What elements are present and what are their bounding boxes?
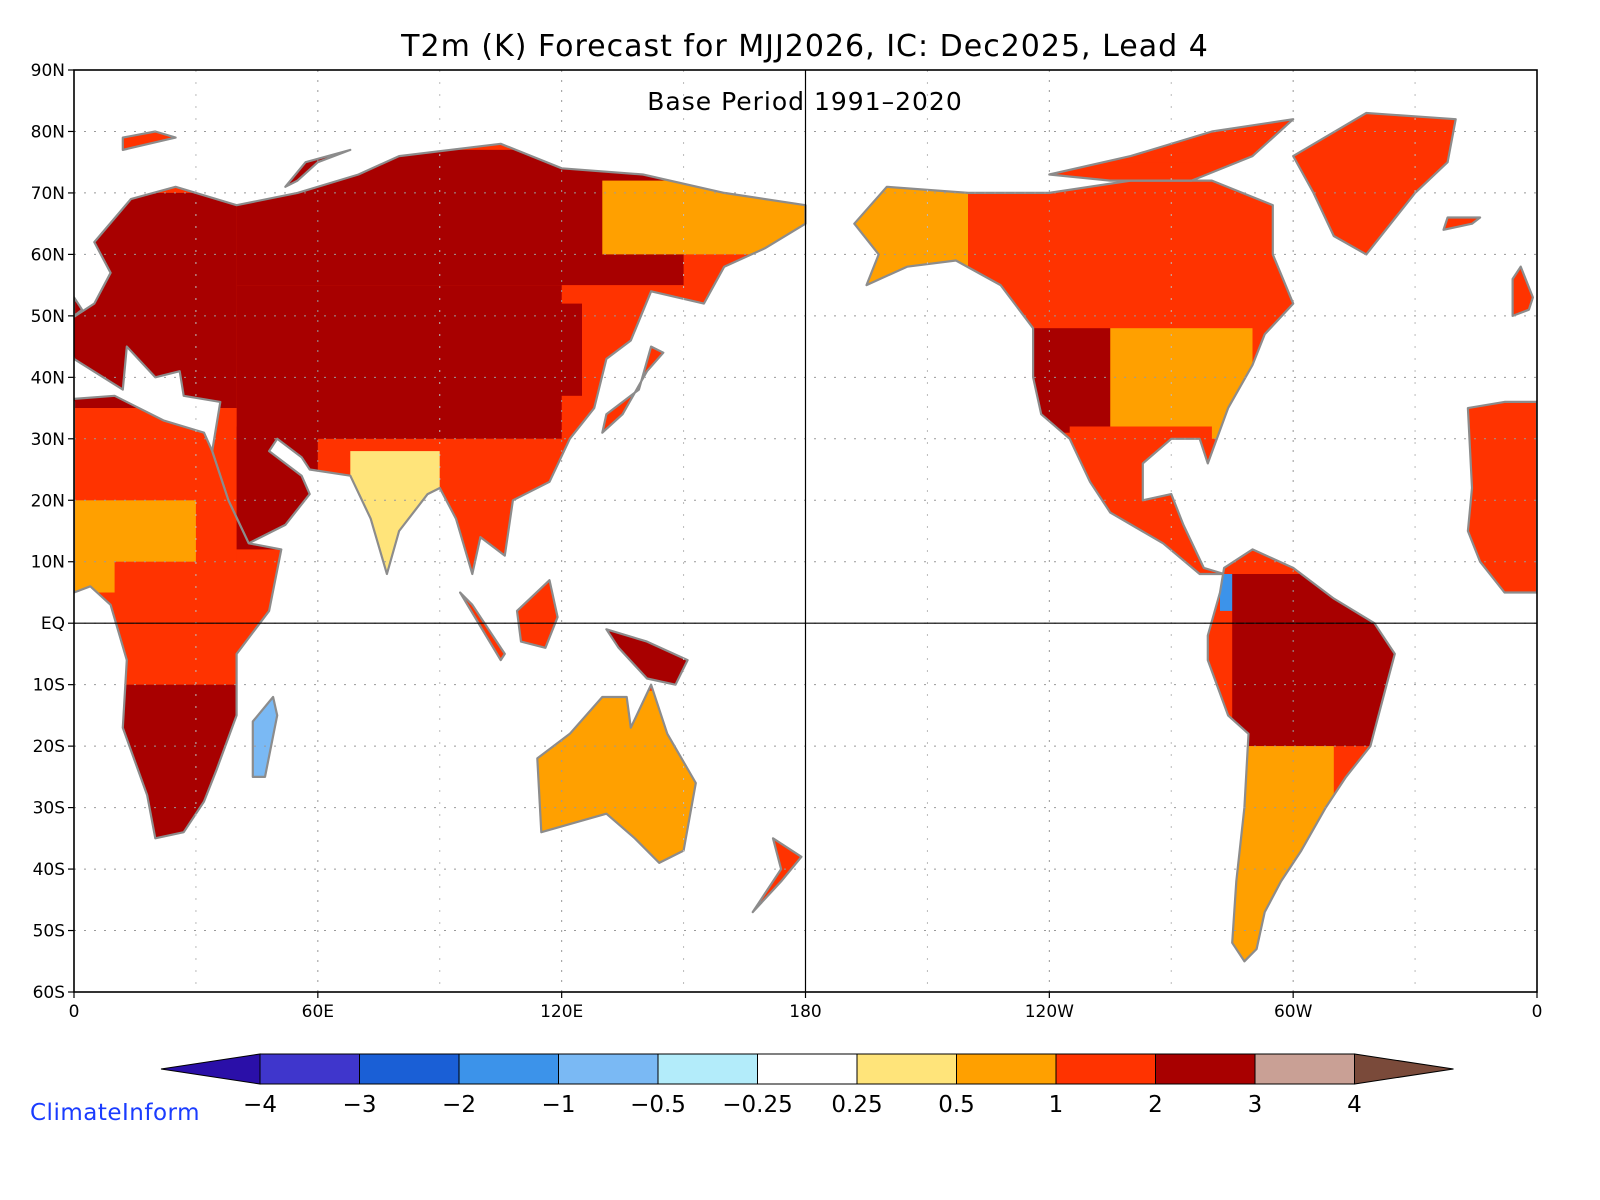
- colorbar-swatch: [856, 1053, 957, 1085]
- coastline: [1206, 548, 1396, 963]
- landmass-uk: [1512, 266, 1533, 316]
- coastline: [601, 345, 665, 434]
- coastline: [1511, 265, 1534, 317]
- lat-tick-label: 40N: [31, 368, 65, 388]
- anomaly-region: [419, 303, 582, 396]
- lon-tick-label: 60E: [302, 1002, 334, 1022]
- lat-tick-label: 90N: [31, 61, 65, 81]
- colorbar-label: −0.25: [722, 1092, 792, 1118]
- latitude-axis: 90N 80N 70N 60N 50N 40N 30N 20N 10N EQ 10S 20S 30S 40…: [31, 61, 74, 1003]
- colorbar: −4 −3 −2 −1 −0.5 −0.25 0.25 0.5 1 2 3 4: [160, 1053, 1454, 1118]
- lon-tick-label: 0: [69, 1002, 80, 1022]
- colorbar-label: 1: [1049, 1092, 1064, 1118]
- coastline: [74, 296, 84, 317]
- colorbar-label: 2: [1148, 1092, 1163, 1118]
- coastline: [751, 837, 803, 914]
- lat-tick-label: EQ: [41, 614, 65, 634]
- lat-tick-label: 60N: [31, 245, 65, 265]
- colorbar-swatch: [1254, 1053, 1355, 1085]
- lat-tick-label: 10N: [31, 553, 65, 573]
- lat-tick-label: 30S: [33, 799, 65, 819]
- colorbar-max-arrow: [1354, 1053, 1454, 1085]
- colorbar-swatch: [1155, 1053, 1256, 1085]
- lon-tick-label: 120W: [1025, 1002, 1074, 1022]
- colorbar-swatch: [259, 1053, 360, 1085]
- landmass-japan: [602, 346, 664, 433]
- colorbar-label: 0.5: [938, 1092, 975, 1118]
- lon-tick-label: 0: [1532, 1002, 1543, 1022]
- colorbar-label: −2: [442, 1092, 476, 1118]
- colorbar-swatch: [657, 1053, 758, 1085]
- coastline: [74, 394, 283, 840]
- lat-tick-label: 30N: [31, 430, 65, 450]
- coastline: [459, 591, 506, 662]
- lat-tick-label: 70N: [31, 184, 65, 204]
- figure-title: T2m (K) Forecast for MJJ2026, IC: Dec202…: [400, 29, 1209, 64]
- colorbar-swatch: [558, 1053, 659, 1085]
- colorbar-min-arrow: [160, 1053, 261, 1085]
- lat-tick-label: 80N: [31, 122, 65, 142]
- lon-tick-label: 180: [789, 1002, 821, 1022]
- lon-tick-label: 120E: [540, 1002, 583, 1022]
- landmass-borneo: [517, 580, 558, 648]
- colorbar-label: 0.25: [831, 1092, 882, 1118]
- lat-tick-label: 20S: [33, 737, 65, 757]
- lat-tick-label: 60S: [33, 983, 65, 1003]
- coastline: [515, 579, 559, 649]
- map-plot-area: Base Period 1991–2020: [73, 69, 1538, 993]
- colorbar-label: −1: [542, 1092, 576, 1118]
- anomaly-patches-uk-east: [74, 297, 83, 316]
- coastline: [284, 148, 352, 188]
- lat-tick-label: 20N: [31, 491, 65, 511]
- lon-tick-label: 60W: [1274, 1002, 1313, 1022]
- coastline: [1466, 400, 1537, 594]
- colorbar-swatch: [956, 1053, 1057, 1085]
- colorbar-label: 4: [1347, 1092, 1362, 1118]
- longitude-axis: 0 60E 120E 180 120W 60W 0: [69, 992, 1543, 1022]
- lat-tick-label: 10S: [33, 676, 65, 696]
- colorbar-label: −0.5: [630, 1092, 686, 1118]
- lat-tick-label: 50N: [31, 307, 65, 327]
- base-period-label: Base Period 1991–2020: [647, 87, 962, 116]
- colorbar-label: −4: [243, 1092, 277, 1118]
- credit-label: ClimateInform: [30, 1100, 200, 1126]
- anomaly-region: [74, 297, 83, 316]
- colorbar-swatch: [1055, 1053, 1156, 1085]
- coastline: [1048, 118, 1295, 182]
- anomaly-region: [968, 180, 1294, 316]
- colorbar-swatch: [458, 1053, 559, 1085]
- colorbar-swatch: [757, 1053, 858, 1085]
- coastline: [853, 179, 1295, 576]
- coastline: [1442, 216, 1482, 231]
- colorbar-label: −3: [343, 1092, 377, 1118]
- colorbar-swatch: [359, 1053, 460, 1085]
- lat-tick-label: 40S: [33, 860, 65, 880]
- coastline: [251, 695, 279, 778]
- colorbar-label: 3: [1248, 1092, 1263, 1118]
- coastline: [536, 683, 697, 864]
- lat-tick-label: 50S: [33, 922, 65, 942]
